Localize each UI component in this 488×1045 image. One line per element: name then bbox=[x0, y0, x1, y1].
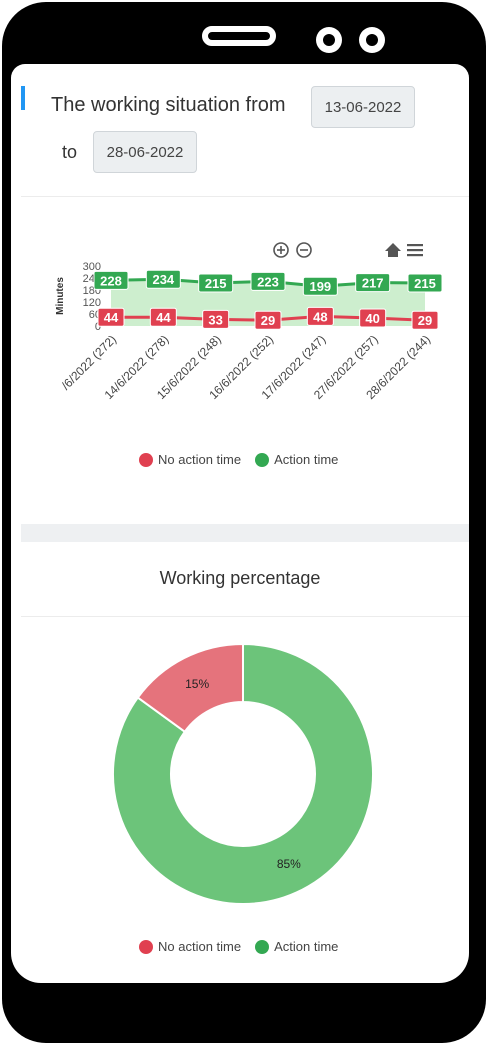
header-accent-bar bbox=[21, 86, 25, 110]
from-date-input[interactable]: 13-06-2022 bbox=[311, 86, 415, 128]
working-percentage-donut: 85% 15% bbox=[112, 642, 374, 905]
home-icon[interactable] bbox=[385, 243, 401, 257]
svg-text:44: 44 bbox=[156, 310, 171, 325]
front-sensor bbox=[359, 27, 385, 53]
svg-text:40: 40 bbox=[365, 311, 379, 326]
no-action-data-label: 40 bbox=[359, 308, 387, 328]
no-action-dot-icon bbox=[139, 452, 153, 467]
pie-chart-legend: No action time Action time bbox=[139, 939, 352, 954]
legend-item-action[interactable]: Action time bbox=[255, 939, 338, 954]
no-action-dot-icon bbox=[139, 939, 153, 954]
no-action-data-label: 33 bbox=[202, 309, 230, 329]
no-action-data-label: 29 bbox=[254, 310, 282, 330]
y-tick-label: 300 bbox=[83, 261, 101, 273]
to-label: to bbox=[62, 142, 78, 162]
app-screen: The working situation from 13-06-2022 to… bbox=[11, 64, 469, 983]
svg-text:223: 223 bbox=[257, 274, 279, 289]
zoom-in-icon[interactable] bbox=[273, 242, 289, 258]
action-data-label: 199 bbox=[302, 276, 338, 296]
svg-text:217: 217 bbox=[362, 276, 384, 291]
action-area bbox=[111, 279, 425, 326]
action-dot-icon bbox=[255, 452, 270, 467]
action-data-label: 223 bbox=[250, 271, 286, 291]
action-data-label: 234 bbox=[145, 269, 181, 289]
svg-text:29: 29 bbox=[418, 313, 432, 328]
to-date-input[interactable]: 28-06-2022 bbox=[93, 131, 197, 173]
svg-text:234: 234 bbox=[152, 272, 174, 287]
section-separator bbox=[21, 524, 469, 542]
legend-label: Action time bbox=[274, 452, 339, 467]
header-divider bbox=[21, 196, 469, 197]
slice-value-label: 85% bbox=[277, 857, 301, 871]
svg-text:228: 228 bbox=[100, 273, 122, 288]
pie-chart-title: Working percentage bbox=[159, 568, 321, 588]
svg-text:33: 33 bbox=[208, 312, 222, 327]
header-title: The working situation from bbox=[51, 94, 286, 116]
svg-text:215: 215 bbox=[205, 276, 227, 291]
line-chart-legend: No action time Action time bbox=[139, 452, 352, 467]
action-data-label: 215 bbox=[198, 273, 234, 293]
legend-label: Action time bbox=[274, 939, 339, 954]
pie-title-divider bbox=[21, 616, 469, 617]
y-tick-label: 120 bbox=[83, 297, 101, 309]
legend-item-no-action[interactable]: No action time bbox=[139, 939, 241, 954]
speaker-slot bbox=[202, 26, 276, 46]
action-data-label: 217 bbox=[355, 273, 391, 293]
front-camera bbox=[316, 27, 342, 53]
action-data-label: 228 bbox=[93, 270, 129, 290]
no-action-slice bbox=[136, 642, 244, 734]
svg-text:48: 48 bbox=[313, 309, 327, 324]
legend-item-action[interactable]: Action time bbox=[255, 452, 338, 467]
legend-item-no-action[interactable]: No action time bbox=[139, 452, 241, 467]
svg-text:29: 29 bbox=[261, 313, 275, 328]
no-action-data-label: 44 bbox=[97, 307, 125, 327]
no-action-data-label: 48 bbox=[306, 306, 334, 326]
svg-text:215: 215 bbox=[414, 276, 436, 291]
menu-icon[interactable] bbox=[407, 244, 423, 257]
y-tick-label: 0 bbox=[95, 321, 101, 333]
action-data-label: 215 bbox=[407, 273, 443, 293]
y-axis-label: Minutes bbox=[55, 277, 66, 315]
no-action-data-label: 44 bbox=[149, 307, 177, 327]
action-dot-icon bbox=[255, 939, 270, 954]
svg-text:44: 44 bbox=[104, 310, 119, 325]
action-slice bbox=[112, 642, 374, 905]
legend-label: No action time bbox=[158, 939, 242, 954]
legend-label: No action time bbox=[158, 452, 242, 467]
slice-value-label: 15% bbox=[185, 677, 209, 691]
zoom-out-icon[interactable] bbox=[296, 242, 312, 258]
no-action-data-label: 29 bbox=[411, 310, 439, 330]
svg-text:199: 199 bbox=[309, 279, 331, 294]
